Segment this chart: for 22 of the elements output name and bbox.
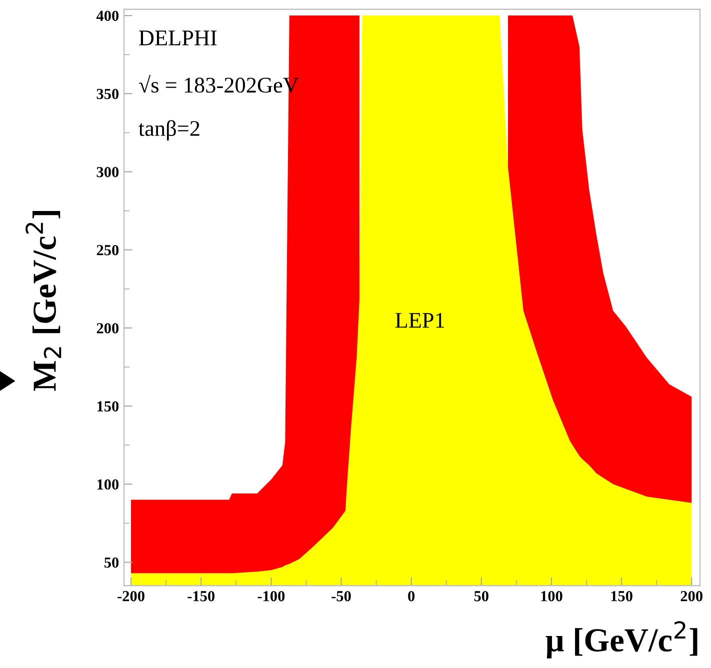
x-tick-label: -200 (118, 591, 144, 602)
y-axis-title: M$_{2}$ [GeV/c$^{2}$] (26, 210, 62, 391)
annotation: LEP1 (395, 312, 444, 328)
x-tick-label: 50 (474, 591, 488, 602)
annotation: tanβ=2 (138, 120, 200, 141)
x-tick-label: 100 (541, 591, 562, 602)
annotation: DELPHI (139, 30, 217, 46)
x-tick-label: 150 (611, 591, 632, 602)
y-tick-label: 50 (104, 557, 119, 568)
x-tick-label: 200 (680, 591, 702, 602)
x-tick-label: 0 (408, 591, 415, 602)
y-tick-label: 300 (96, 166, 119, 178)
y-tick-label: 350 (96, 88, 119, 100)
y-tick-label: 150 (97, 401, 119, 412)
y-tick-label: 400 (96, 10, 119, 21)
x-tick-label: -50 (332, 591, 351, 602)
y-tick-label: 100 (97, 479, 119, 490)
x-tick-label: -100 (258, 591, 285, 602)
y-tick-label: 200 (96, 323, 119, 334)
x-axis-title: μ [GeV/c$^{2}$] (546, 621, 698, 658)
x-tick-label: -150 (188, 591, 214, 602)
y-tick-label: 250 (96, 245, 119, 256)
